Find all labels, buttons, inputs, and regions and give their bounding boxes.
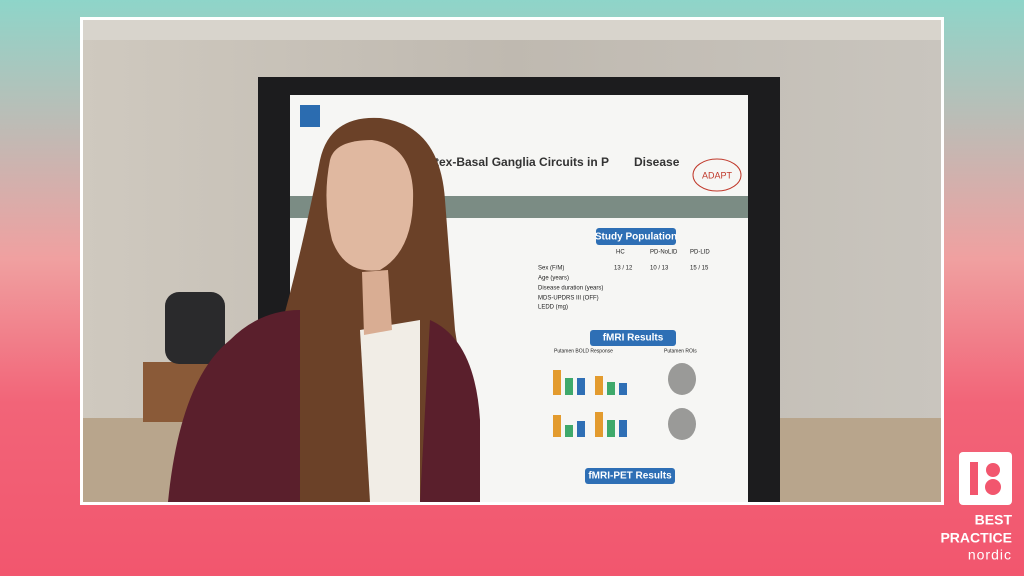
panel-title: Putamen BOLD Response [554, 348, 613, 354]
poster-badge: ADAPT [702, 170, 733, 180]
figure-bar [619, 420, 627, 437]
figure-bar [565, 378, 573, 395]
section-header [590, 330, 676, 346]
poster-figure [553, 363, 696, 440]
shirt [360, 320, 420, 502]
face [326, 140, 414, 271]
row-label: Sex (F/M) [538, 266, 564, 272]
figure-bar [565, 425, 573, 437]
row-label: Age (years) [538, 276, 569, 282]
table-header: HC [616, 250, 625, 256]
section-header [585, 468, 675, 484]
table-header: PD-NoLID [650, 250, 678, 256]
backpack [165, 292, 225, 364]
figure-bar [553, 415, 561, 437]
section-title: fMRI Results [603, 333, 664, 344]
brand-logo-mark [986, 463, 1000, 477]
table-cell: 13 / 12 [614, 266, 633, 272]
section-title: Study Population [595, 232, 677, 243]
section-header [596, 228, 676, 245]
ceiling [83, 20, 941, 40]
figure-bar [577, 421, 585, 437]
study-table: HC PD-NoLID PD-LID Sex (F/M) 13 / 12 10 … [538, 250, 710, 311]
brand-logo [959, 452, 1012, 505]
figure-bar [607, 420, 615, 437]
brand-text: BEST [975, 512, 1013, 528]
brain-scan [668, 408, 696, 440]
brain-scan [668, 363, 696, 395]
figure-bar [553, 370, 561, 395]
poster-logo [300, 105, 320, 127]
figure-bar [607, 382, 615, 395]
figure-bar [595, 376, 603, 395]
section-title: fMRI-PET Results [588, 471, 672, 482]
poster-title: tex-Basal Ganglia Circuits in P [435, 155, 609, 169]
panel-title: Putamen ROIs [664, 348, 697, 354]
brand-logo-mark [985, 479, 1001, 495]
brand-logo-mark [970, 462, 978, 495]
figure-bar [577, 378, 585, 395]
photo: tex-Basal Ganglia Circuits in P Disease … [83, 20, 941, 502]
row-label: Disease duration (years) [538, 286, 603, 292]
brand-text: nordic [968, 547, 1012, 563]
figure-bar [595, 412, 603, 437]
brand-text: PRACTICE [940, 530, 1012, 546]
jacket [168, 310, 300, 502]
poster-title: Disease [634, 155, 680, 169]
row-label: LEDD (mg) [538, 305, 568, 311]
person [168, 117, 480, 502]
badge-ring [692, 158, 742, 192]
table-header: PD-LID [690, 250, 710, 256]
jacket [420, 320, 480, 502]
neck [362, 270, 392, 335]
row-label: MDS-UPDRS III (OFF) [538, 296, 599, 302]
figure-bar [619, 383, 627, 395]
table-cell: 10 / 13 [650, 266, 669, 272]
table-cell: 15 / 15 [690, 266, 709, 272]
